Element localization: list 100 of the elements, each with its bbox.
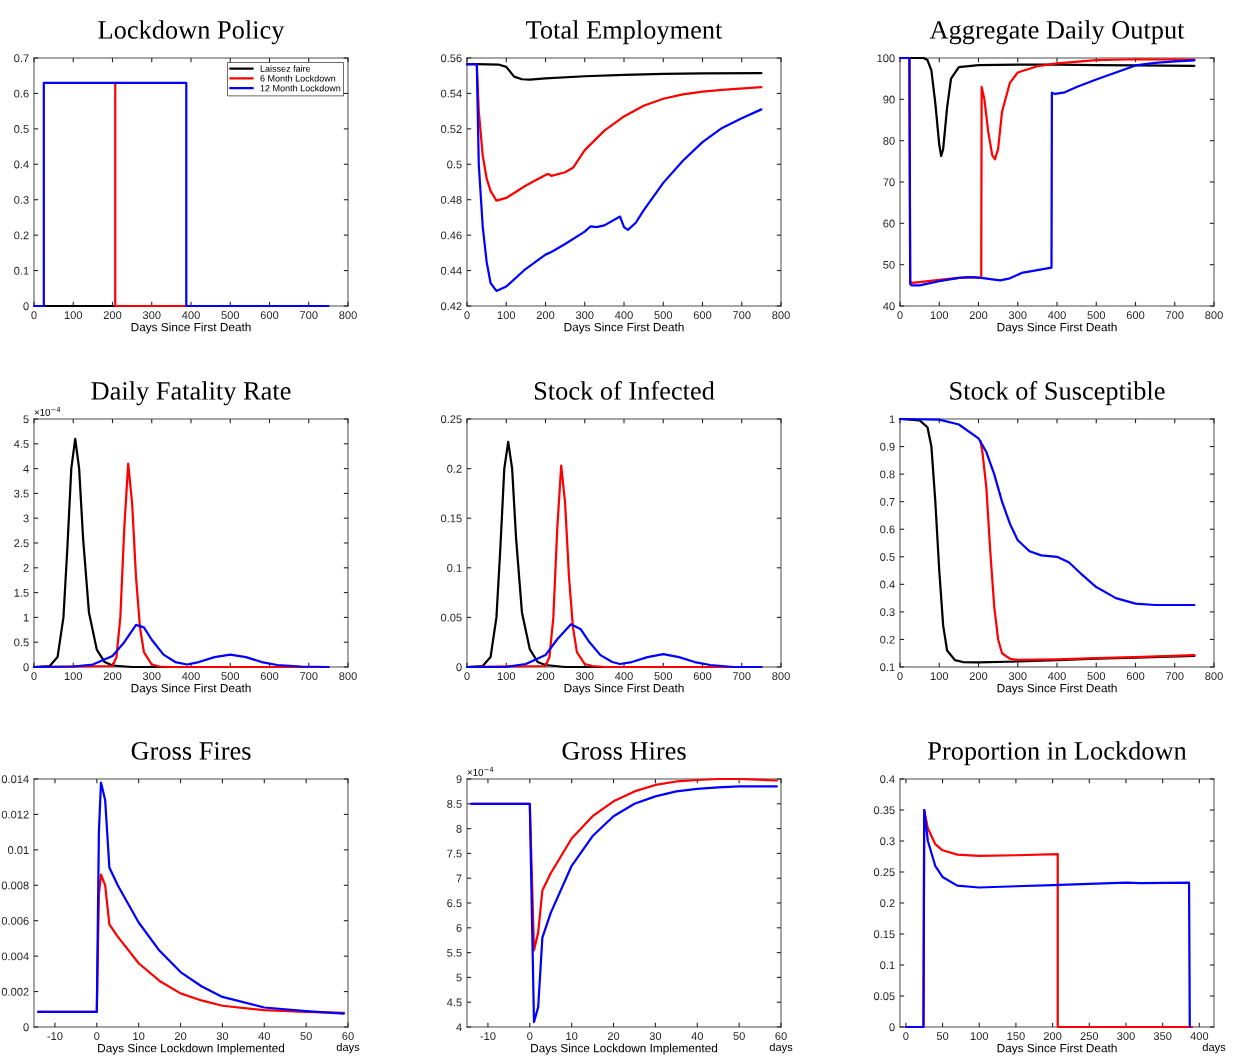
y-tick-label: 0.2 bbox=[14, 231, 29, 240]
text: ×10$^{−4}$ bbox=[467, 766, 494, 776]
x-axis-title: Days Since Lockdown Implemented bbox=[98, 1043, 285, 1055]
x-tick-label: 0 bbox=[31, 672, 37, 681]
y-tick-label: 0.5 bbox=[14, 638, 29, 647]
x-tick-label: 100 bbox=[497, 311, 516, 320]
x-tick-label: 200 bbox=[536, 311, 555, 320]
x-tick-label: 100 bbox=[930, 311, 949, 320]
x-tick-label: 200 bbox=[969, 311, 988, 320]
x-axis-title: Days Since Lockdown Implemented bbox=[531, 1043, 718, 1055]
chart-title: Stock of Infected bbox=[534, 380, 715, 400]
x-tick-label: 200 bbox=[1043, 1032, 1062, 1041]
chart-title: Aggregate Daily Output bbox=[929, 20, 1185, 45]
y-tick-label: 0.25 bbox=[873, 868, 895, 877]
legend-label: Laissez faire bbox=[260, 65, 311, 72]
text: ×10$^{−4}$ bbox=[34, 406, 61, 416]
y-tick-label: 0 bbox=[23, 663, 29, 672]
x-tick-label: 250 bbox=[1080, 1032, 1099, 1041]
y-tick-label: 0.7 bbox=[880, 497, 895, 506]
y-tick-label: 0.15 bbox=[873, 930, 895, 939]
y-tick-label: 7.5 bbox=[447, 849, 462, 858]
x-tick-label: 40 bbox=[258, 1032, 271, 1041]
y-tick-label: 0.006 bbox=[1, 916, 29, 925]
x-tick-label: 0 bbox=[903, 1032, 909, 1041]
x-tick-label: 300 bbox=[575, 311, 594, 320]
x-tick-label: 20 bbox=[607, 1032, 620, 1041]
x-tick-label: 350 bbox=[1153, 1032, 1172, 1041]
y-tick-label: 0.1 bbox=[880, 961, 895, 970]
y-tick-label: 0.05 bbox=[873, 992, 895, 1001]
text: days bbox=[336, 1042, 360, 1054]
x-tick-label: 200 bbox=[536, 672, 555, 681]
y-tick-label: 0.4 bbox=[880, 775, 895, 784]
x-tick-label: 700 bbox=[733, 672, 751, 681]
chart-title: Gross Hires bbox=[562, 742, 686, 760]
x-tick-label: 300 bbox=[575, 672, 594, 681]
x-tick-label: -10 bbox=[480, 1032, 496, 1041]
x-tick-label: 500 bbox=[1087, 672, 1106, 681]
y-tick-label: 1.5 bbox=[14, 588, 29, 597]
x-axis-title: Days Since First Death bbox=[997, 1043, 1117, 1055]
y-tick-label: 50 bbox=[883, 260, 895, 269]
y-tick-label: 0.014 bbox=[1, 775, 29, 784]
y-tick-label: 0.42 bbox=[440, 302, 462, 311]
x-tick-label: 50 bbox=[300, 1032, 312, 1041]
x-tick-label: 100 bbox=[930, 672, 949, 681]
x-tick-label: 500 bbox=[654, 311, 673, 320]
x-tick-label: 300 bbox=[1008, 311, 1027, 320]
x-tick-label: 700 bbox=[733, 311, 751, 320]
y-tick-label: 1 bbox=[889, 415, 895, 424]
x-tick-label: 0 bbox=[464, 311, 470, 320]
x-tick-label: 400 bbox=[1190, 1032, 1209, 1041]
y-tick-label: 0.01 bbox=[7, 846, 29, 854]
chart-title: Stock of Susceptible bbox=[950, 380, 1165, 406]
x-tick-label: 600 bbox=[260, 311, 279, 320]
y-tick-label: 1 bbox=[23, 613, 29, 622]
x-tick-label: 800 bbox=[339, 311, 357, 320]
x-tick-label: 100 bbox=[64, 311, 83, 320]
x-tick-label: 400 bbox=[1047, 672, 1066, 681]
line-series bbox=[37, 781, 345, 1015]
x-tick-label: 600 bbox=[260, 672, 279, 681]
x-tick-label: 200 bbox=[103, 672, 122, 681]
x-tick-label: 400 bbox=[181, 672, 200, 681]
y-tick-label: 7 bbox=[456, 874, 462, 883]
y-tick-label: 0.3 bbox=[880, 837, 895, 846]
y-tick-label: 0 bbox=[23, 1023, 29, 1032]
y-tick-label: 0.4 bbox=[14, 160, 29, 169]
x-tick-label: 30 bbox=[216, 1032, 229, 1041]
x-tick-label: 50 bbox=[733, 1032, 745, 1041]
y-tick-label: 0.2 bbox=[447, 464, 462, 473]
x-tick-label: 150 bbox=[1007, 1032, 1025, 1041]
x-tick-label: 700 bbox=[300, 311, 318, 320]
x-tick-label: 500 bbox=[221, 311, 240, 320]
y-tick-label: 0.2 bbox=[880, 899, 895, 908]
y-tick-label: 6 bbox=[456, 924, 462, 932]
x-tick-label: 100 bbox=[970, 1032, 989, 1041]
x-tick-label: 20 bbox=[174, 1032, 187, 1041]
y-tick-label: 0.008 bbox=[1, 881, 29, 890]
x-axis-title: Days Since First Death bbox=[564, 322, 684, 334]
x-tick-label: 800 bbox=[1205, 311, 1223, 320]
x-tick-label: 500 bbox=[1087, 311, 1106, 320]
x-tick-label: 300 bbox=[1117, 1032, 1135, 1041]
y-tick-label: 4.5 bbox=[446, 998, 462, 1007]
x-tick-label: 60 bbox=[342, 1032, 354, 1041]
y-tick-label: 0 bbox=[456, 663, 462, 672]
y-tick-label: 0 bbox=[23, 302, 29, 311]
legend-label: 6 Month Lockdown bbox=[260, 74, 336, 82]
x-tick-label: 0 bbox=[897, 672, 903, 681]
x-tick-label: 0 bbox=[94, 1032, 100, 1041]
x-tick-label: 500 bbox=[654, 672, 673, 681]
chart-title: Proportion in Lockdown bbox=[928, 741, 1187, 766]
x-tick-label: 60 bbox=[775, 1032, 787, 1041]
x-tick-label: 300 bbox=[142, 672, 161, 681]
y-tick-label: 2 bbox=[23, 564, 29, 572]
y-tick-label: 3 bbox=[23, 514, 29, 523]
y-tick-label: 0.6 bbox=[880, 525, 895, 534]
y-tick-label: 0.25 bbox=[440, 415, 462, 424]
y-tick-label: 0.7 bbox=[14, 54, 29, 63]
y-tick-label: 100 bbox=[877, 54, 895, 63]
x-tick-label: 700 bbox=[300, 672, 318, 681]
x-tick-label: 600 bbox=[1126, 672, 1145, 681]
chart-title: Daily Fatality Rate bbox=[91, 381, 291, 406]
